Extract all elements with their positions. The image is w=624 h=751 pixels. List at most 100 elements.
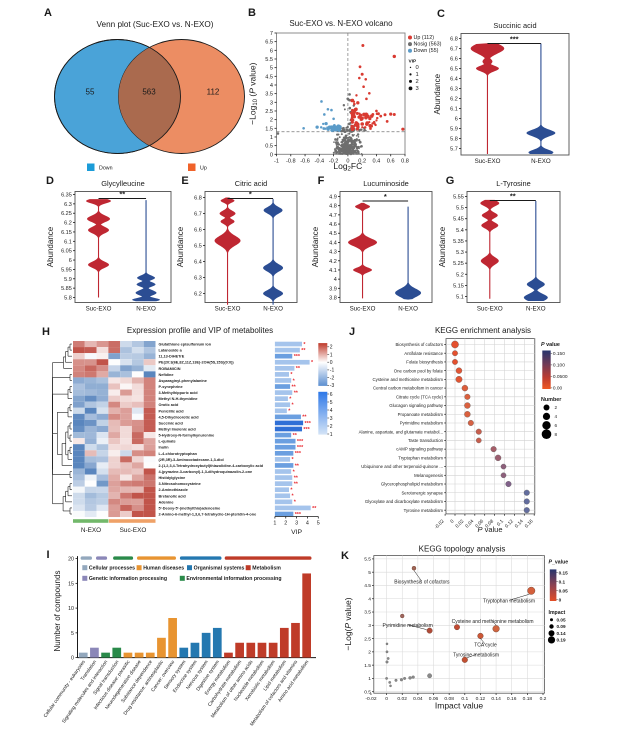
svg-text:2: 2: [330, 424, 333, 430]
svg-text:P value: P value: [541, 342, 560, 348]
svg-text:Human diseases: Human diseases: [143, 566, 184, 572]
svg-text:6.8: 6.8: [450, 37, 458, 43]
svg-text:Glycerophospholipid metabolism: Glycerophospholipid metabolism: [381, 482, 444, 487]
svg-text:4.6: 4.6: [329, 222, 337, 228]
svg-text:5.95: 5.95: [61, 267, 72, 273]
svg-text:Succinic acid: Succinic acid: [493, 21, 536, 30]
svg-text:6.4: 6.4: [194, 260, 202, 266]
svg-text:8: 8: [555, 432, 558, 437]
svg-text:11,13-DiHETrE: 11,13-DiHETrE: [159, 355, 185, 359]
svg-text:6.1: 6.1: [64, 239, 72, 245]
svg-text:N-EXO: N-EXO: [136, 306, 156, 313]
svg-text:1: 1: [416, 72, 419, 78]
svg-text:Cysteine and methionine metabo: Cysteine and methionine metabolism: [373, 377, 444, 382]
svg-text:0.2: 0.2: [540, 696, 547, 702]
svg-text:0.14: 0.14: [514, 518, 525, 529]
svg-text:−Log10 (P value): −Log10 (P value): [248, 62, 260, 124]
svg-text:5.55: 5.55: [453, 195, 464, 201]
svg-text:**: **: [294, 482, 299, 488]
svg-text:3: 3: [270, 100, 273, 106]
svg-text:0.06: 0.06: [474, 518, 485, 529]
svg-text:KEGG topology analysis: KEGG topology analysis: [419, 545, 506, 554]
svg-text:Taste transduction: Taste transduction: [408, 438, 443, 443]
svg-text:4: 4: [330, 408, 333, 414]
svg-text:Inulin: Inulin: [159, 446, 170, 450]
svg-text:4.4: 4.4: [329, 240, 337, 246]
svg-text:*: *: [292, 403, 295, 409]
svg-text:Latanoside a: Latanoside a: [159, 349, 183, 353]
svg-text:4: 4: [555, 414, 558, 419]
svg-text:Asparaginyl-phenylalanine: Asparaginyl-phenylalanine: [159, 379, 207, 383]
svg-text:Up: Up: [200, 166, 207, 172]
svg-text:Orotic acid: Orotic acid: [159, 403, 180, 407]
svg-text:5.4: 5.4: [456, 228, 464, 234]
svg-text:0: 0: [270, 152, 273, 158]
svg-text:0.150: 0.150: [553, 351, 565, 357]
svg-text:0.04: 0.04: [413, 696, 423, 702]
svg-text:1: 1: [270, 135, 273, 141]
svg-text:4.5: 4.5: [265, 74, 273, 80]
svg-text:0.8: 0.8: [401, 158, 409, 164]
svg-text:5.5: 5.5: [265, 57, 273, 63]
svg-text:*: *: [290, 372, 293, 378]
svg-text:4.1: 4.1: [329, 268, 337, 274]
svg-text:Up (112): Up (112): [414, 35, 435, 41]
svg-text:Glutathione episulfonium ion: Glutathione episulfonium ion: [159, 343, 212, 347]
svg-text:7: 7: [270, 31, 273, 37]
svg-text:Number: Number: [541, 397, 562, 403]
svg-text:Propanoate metabolism: Propanoate metabolism: [398, 412, 444, 417]
svg-text:Nefidine: Nefidine: [159, 373, 174, 377]
svg-text:N-EXO: N-EXO: [263, 306, 283, 313]
svg-text:Citrate cycle (TCA cycle): Citrate cycle (TCA cycle): [396, 394, 444, 399]
svg-text:6.5: 6.5: [194, 244, 202, 250]
svg-text:55: 55: [86, 88, 95, 97]
svg-text:6.1: 6.1: [450, 107, 458, 113]
svg-text:-0.02: -0.02: [365, 696, 376, 702]
svg-text:6.3: 6.3: [450, 87, 458, 93]
svg-text:Lucuminoside: Lucuminoside: [363, 179, 409, 188]
svg-text:Impact value: Impact value: [435, 701, 483, 711]
svg-text:C: C: [437, 8, 445, 20]
svg-text:4.9: 4.9: [329, 195, 337, 201]
svg-text:Alanine, aspartate, and glutam: Alanine, aspartate, and glutamate metabo…: [359, 429, 443, 434]
svg-text:10: 10: [68, 606, 74, 612]
svg-text:5: 5: [71, 631, 74, 637]
svg-text:2: 2: [416, 79, 419, 85]
svg-text:5.9: 5.9: [450, 127, 458, 133]
svg-text:Abundance: Abundance: [311, 226, 320, 267]
svg-text:Suc-EXO: Suc-EXO: [120, 527, 147, 534]
svg-text:Abundance: Abundance: [46, 226, 55, 267]
svg-text:5.2: 5.2: [456, 272, 464, 278]
svg-text:-1: -1: [274, 158, 279, 164]
svg-text:5.5: 5.5: [456, 206, 464, 212]
svg-text:Impact: Impact: [549, 610, 566, 616]
svg-text:4.7: 4.7: [329, 213, 337, 219]
svg-text:3: 3: [416, 86, 419, 92]
svg-text:3.8: 3.8: [329, 296, 337, 302]
svg-text:*: *: [292, 494, 295, 500]
svg-text:0.5: 0.5: [364, 689, 371, 695]
svg-text:5: 5: [317, 521, 320, 527]
svg-text:6.3: 6.3: [194, 276, 202, 282]
svg-text:Glycylleucine: Glycylleucine: [101, 179, 145, 188]
svg-text:Tyrosine metabolism: Tyrosine metabolism: [404, 508, 444, 513]
svg-text:**: **: [510, 192, 516, 201]
svg-text:4-(pyrazine-3-carbonyl)-1,3-di: 4-(pyrazine-3-carbonyl)-1,3-dihydroquina…: [159, 470, 253, 474]
svg-text:***: ***: [295, 512, 302, 518]
svg-text:2: 2: [330, 345, 333, 351]
svg-text:0.16: 0.16: [507, 696, 517, 702]
svg-text:**: **: [292, 384, 297, 390]
svg-text:0: 0: [385, 696, 388, 702]
svg-text:3: 3: [330, 416, 333, 422]
svg-text:Pyrimidine metabolism: Pyrimidine metabolism: [400, 421, 444, 426]
svg-text:*: *: [293, 378, 296, 384]
svg-text:2.5: 2.5: [265, 109, 273, 115]
svg-text:cAMP signaling pathway: cAMP signaling pathway: [396, 447, 444, 452]
svg-text:0.1: 0.1: [461, 696, 468, 702]
svg-text:-0.4: -0.4: [314, 158, 324, 164]
svg-text:1: 1: [368, 676, 371, 682]
svg-text:4,5-Dihydroorotic acid: 4,5-Dihydroorotic acid: [159, 415, 200, 419]
svg-text:Down (55): Down (55): [414, 48, 439, 54]
svg-text:6.4: 6.4: [450, 77, 458, 83]
svg-text:5.5: 5.5: [364, 557, 371, 563]
